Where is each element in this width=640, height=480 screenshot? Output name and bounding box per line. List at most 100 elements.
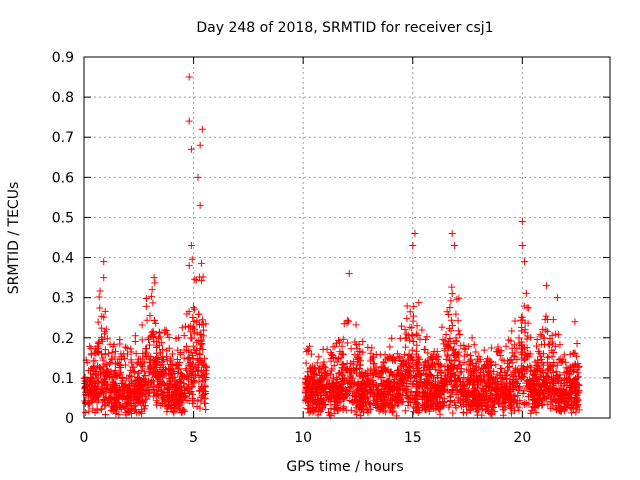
data-point — [563, 399, 571, 407]
data-point — [166, 365, 174, 373]
data-point — [103, 335, 111, 343]
data-point — [551, 396, 559, 404]
data-point — [359, 374, 367, 382]
data-point — [132, 393, 140, 401]
data-point — [461, 397, 469, 405]
data-point — [402, 359, 410, 367]
data-point — [455, 348, 463, 356]
data-point — [118, 388, 126, 396]
data-point — [101, 346, 109, 354]
data-point — [148, 331, 156, 339]
data-point — [446, 401, 454, 409]
data-point — [330, 409, 338, 417]
data-point — [196, 404, 204, 412]
data-point — [413, 322, 421, 330]
data-point — [426, 364, 434, 372]
data-point — [332, 403, 340, 411]
data-point — [158, 392, 166, 400]
data-point — [439, 388, 447, 396]
data-point — [569, 402, 577, 410]
y-tick-label: 0.7 — [52, 130, 74, 146]
data-point — [94, 318, 102, 326]
data-point — [185, 117, 193, 125]
data-point — [424, 393, 432, 401]
data-point — [185, 73, 193, 81]
data-point — [127, 358, 135, 366]
data-point — [145, 377, 153, 385]
data-point — [107, 406, 115, 414]
data-points — [80, 73, 583, 420]
data-point — [485, 369, 493, 377]
data-point — [533, 342, 541, 350]
data-point — [452, 337, 460, 345]
data-point — [438, 323, 446, 331]
data-point — [460, 345, 468, 353]
data-point — [391, 356, 399, 364]
data-point — [361, 369, 369, 377]
data-point — [521, 399, 529, 407]
data-point — [549, 403, 557, 411]
data-point — [339, 335, 347, 343]
data-point — [393, 379, 401, 387]
data-point — [328, 365, 336, 373]
data-point — [540, 334, 548, 342]
data-point — [310, 369, 318, 377]
data-point — [531, 358, 539, 366]
data-point — [528, 396, 536, 404]
data-point — [548, 349, 556, 357]
data-point — [94, 396, 102, 404]
data-point — [111, 380, 119, 388]
data-point — [162, 396, 170, 404]
data-point — [324, 369, 332, 377]
data-point — [181, 393, 189, 401]
data-point — [100, 258, 108, 266]
data-point — [339, 360, 347, 368]
data-point — [310, 398, 318, 406]
data-point — [450, 242, 458, 250]
data-point — [307, 373, 315, 381]
data-point — [141, 372, 149, 380]
data-point — [575, 362, 583, 370]
data-point — [385, 400, 393, 408]
y-tick-label: 0.1 — [52, 371, 74, 387]
data-point — [414, 382, 422, 390]
data-point — [326, 411, 334, 419]
data-point — [412, 373, 420, 381]
data-point — [416, 372, 424, 379]
data-point — [202, 376, 210, 384]
data-point — [448, 229, 456, 237]
data-point — [190, 330, 198, 338]
data-point — [480, 346, 488, 354]
data-point — [355, 355, 363, 363]
data-point — [168, 403, 176, 411]
data-point — [487, 344, 495, 352]
data-point — [82, 398, 90, 406]
data-point — [447, 297, 455, 305]
data-point — [456, 369, 464, 377]
data-point — [192, 349, 200, 357]
data-point — [403, 374, 411, 382]
data-point — [157, 401, 165, 409]
data-point — [108, 348, 116, 356]
data-point — [412, 330, 420, 338]
data-point — [178, 324, 186, 332]
data-point — [198, 125, 206, 133]
data-point — [475, 373, 483, 381]
data-point — [98, 350, 106, 358]
data-point — [198, 336, 206, 344]
data-point — [303, 378, 311, 386]
data-point — [504, 359, 512, 367]
data-point — [456, 330, 464, 338]
data-point — [354, 359, 362, 367]
data-point — [510, 352, 518, 360]
data-point — [542, 312, 550, 320]
data-point — [447, 357, 455, 365]
data-point — [495, 348, 503, 356]
data-point — [516, 382, 524, 390]
data-point — [574, 369, 582, 377]
data-point — [339, 350, 347, 358]
data-point — [377, 398, 385, 406]
data-point — [383, 389, 391, 397]
data-point — [115, 361, 123, 369]
data-point — [439, 336, 447, 344]
